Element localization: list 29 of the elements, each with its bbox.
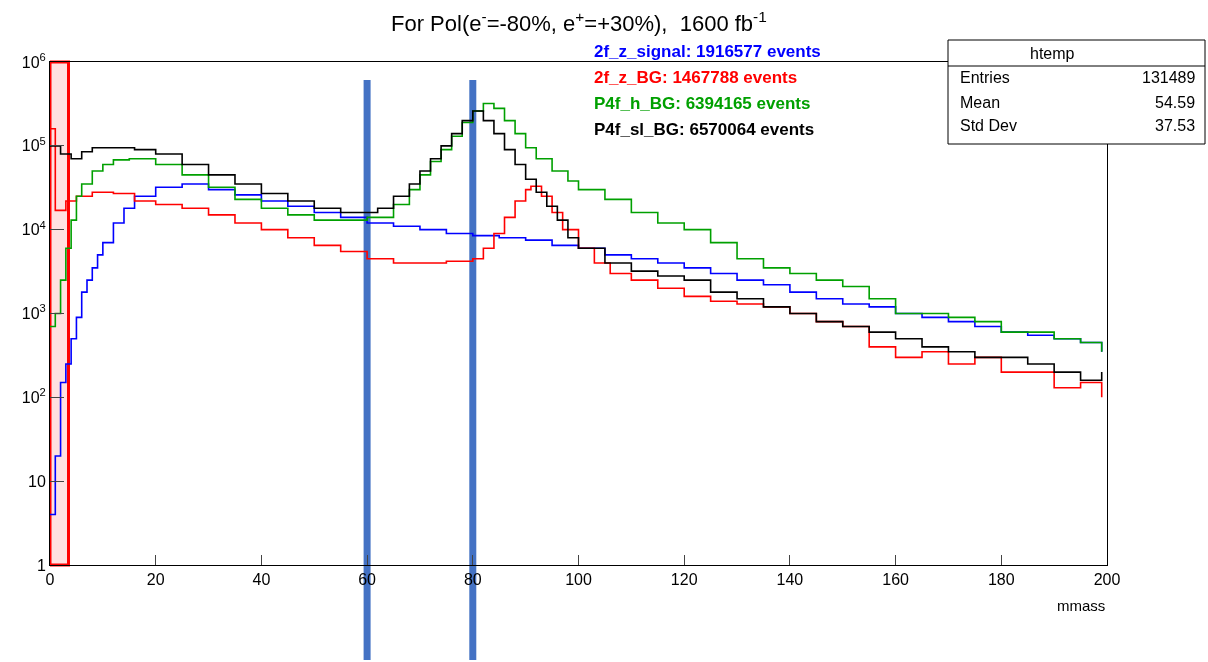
text: P4f_h_BG: 6394165 events	[594, 94, 811, 113]
x-tick-label: 20	[146, 571, 165, 589]
x-axis-title: mmass	[1057, 597, 1106, 614]
y-tick-label: 10$^{3}$	[21, 302, 46, 323]
text: 37.53	[1155, 117, 1196, 134]
text: 131489	[1142, 69, 1196, 86]
text: 2f_z_BG: 1467788 events	[594, 68, 798, 87]
x-tick-label: 0	[45, 571, 55, 589]
annotation: Mean	[960, 94, 1001, 111]
annotation: Std Dev	[960, 117, 1017, 134]
x-tick-label: 120	[670, 571, 698, 589]
text: 2f_z_signal: 1916577 events	[594, 42, 821, 61]
x-tick-label: 200	[1093, 571, 1121, 589]
x-tick-label: 40	[252, 571, 271, 589]
y-tick-label: 10	[28, 472, 46, 490]
y-tick-label: 10$^{6}$	[21, 50, 46, 71]
annotation: Entries	[960, 69, 1010, 86]
y-tick-label: 10$^{5}$	[21, 134, 46, 155]
text: P4f_sl_BG: 6570064 events	[594, 120, 815, 139]
chart-title: For Pol(e$^{-}$=-80%, e$^{+}$=+30%), 1600 fb$^{-1}$	[391, 8, 767, 37]
y-tick-label: 10$^{4}$	[21, 218, 46, 239]
y-tick-label: 10$^{2}$	[21, 386, 46, 406]
y-tick-label: 1	[36, 556, 46, 574]
x-tick-label: 180	[987, 571, 1015, 589]
x-tick-label: 100	[565, 571, 592, 589]
annotation: htemp	[1030, 45, 1075, 62]
text: 54.59	[1155, 94, 1196, 111]
x-tick-label: 160	[882, 571, 910, 589]
x-tick-label: 140	[776, 571, 804, 589]
